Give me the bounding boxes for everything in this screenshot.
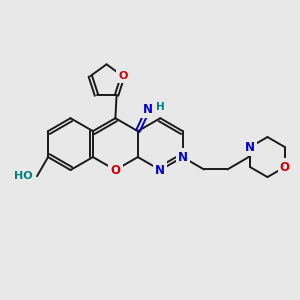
Text: N: N <box>155 164 165 176</box>
Text: N: N <box>245 141 255 154</box>
Text: O: O <box>280 160 290 174</box>
Text: O: O <box>118 71 128 81</box>
Text: O: O <box>110 164 120 176</box>
Text: HO: HO <box>14 171 33 181</box>
Text: N: N <box>143 103 153 116</box>
Text: H: H <box>156 103 165 112</box>
Text: N: N <box>178 151 188 164</box>
